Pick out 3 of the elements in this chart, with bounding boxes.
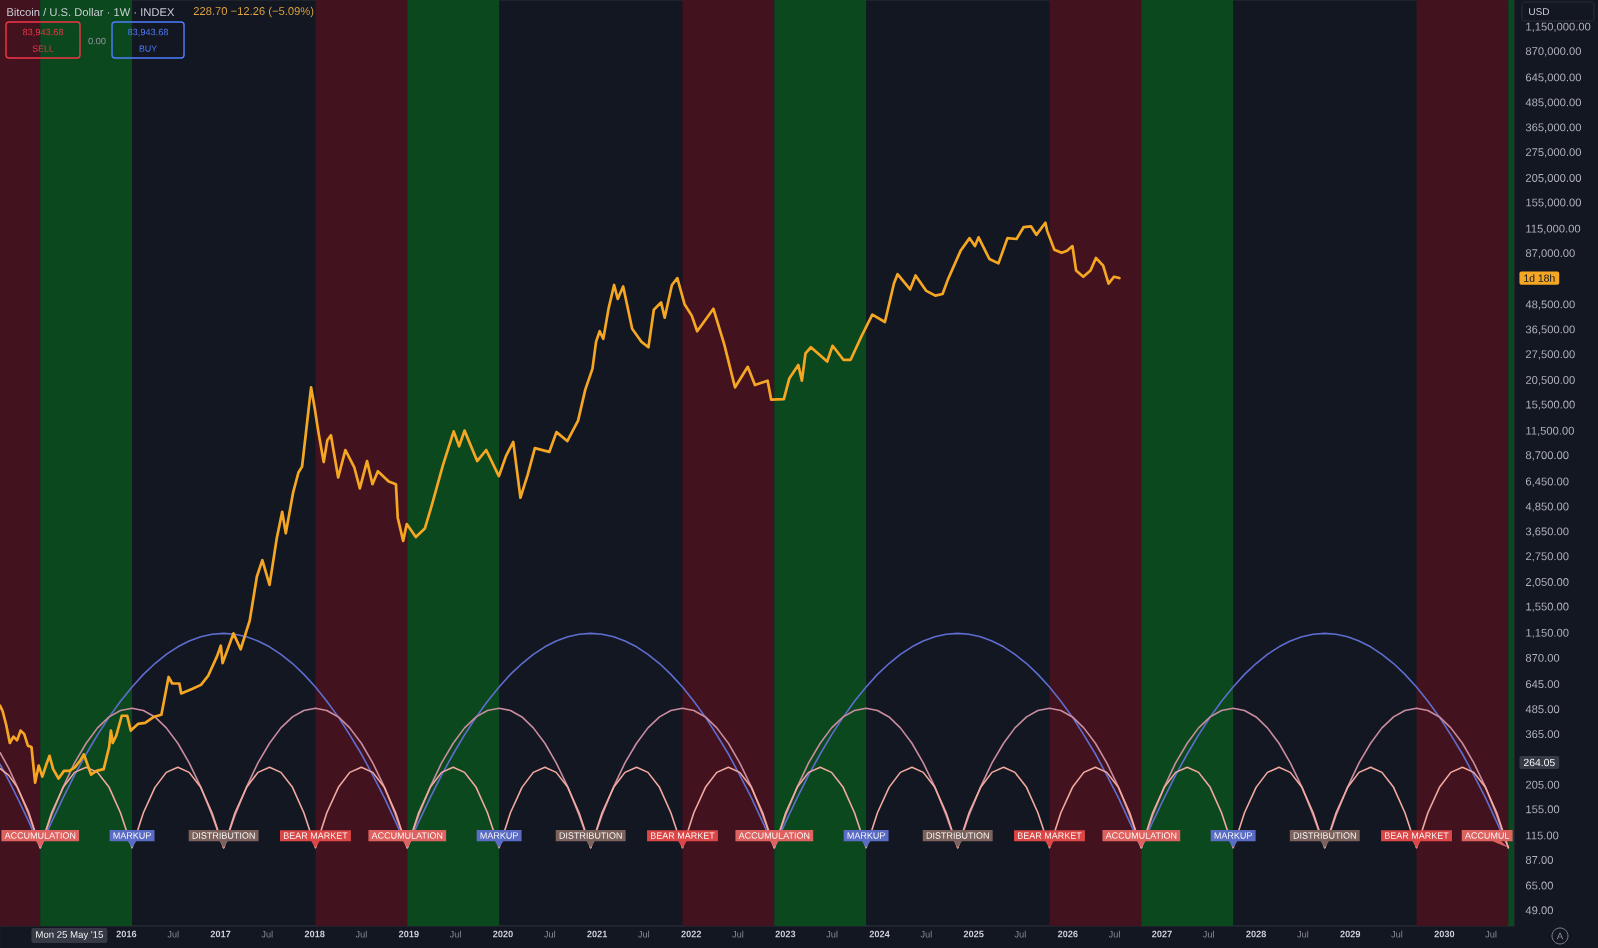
line-series [0,632,1510,849]
line-series [0,766,1510,849]
line-series [0,221,1121,784]
